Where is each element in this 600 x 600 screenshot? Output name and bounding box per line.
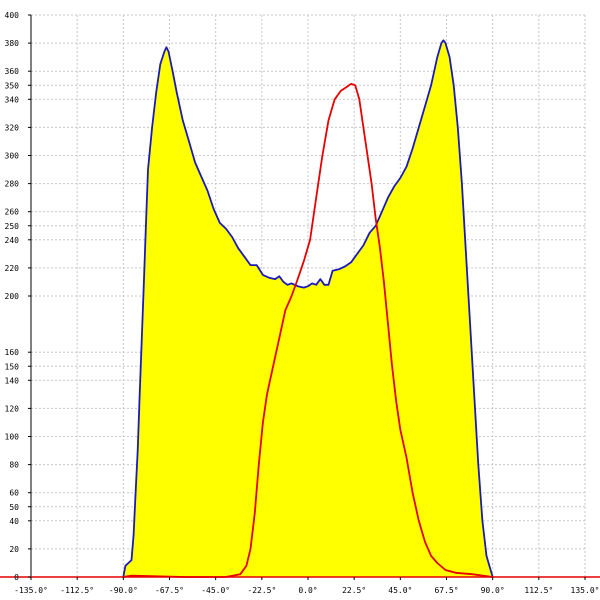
y-tick-label: 280 xyxy=(5,180,20,189)
series-0-line xyxy=(122,39,494,578)
y-tick-label: 80 xyxy=(9,461,19,470)
y-tick-label: 260 xyxy=(5,208,20,217)
x-tick-label: -90.0° xyxy=(109,586,138,595)
y-tick-label: 360 xyxy=(5,67,20,76)
y-tick-label: 150 xyxy=(5,362,20,371)
x-tick-label: 112.5° xyxy=(524,586,553,595)
y-tick-label: 320 xyxy=(5,123,20,132)
y-tick-labels: 0 20 40 50 60 80 100 120 140 150 160 200 220 240 250 26… xyxy=(5,11,31,582)
y-tick-label: 140 xyxy=(5,376,20,385)
x-tick-label: -135.0° xyxy=(14,586,48,595)
y-tick-label: 60 xyxy=(9,489,19,498)
x-tick-label: -112.5° xyxy=(60,586,94,595)
y-tick-label: 20 xyxy=(9,545,19,554)
series-layer xyxy=(122,39,494,578)
y-tick-label: 380 xyxy=(5,39,20,48)
x-tick-label: 90.0° xyxy=(481,586,505,595)
y-tick-label: 340 xyxy=(5,95,20,104)
x-tick-label: 22.5° xyxy=(342,586,366,595)
x-tick-labels: -135.0° -112.5° -90.0° -67.5° -45.0° -22.5° 0.… xyxy=(14,577,599,595)
x-tick-label: -22.5° xyxy=(247,586,276,595)
y-tick-label: 220 xyxy=(5,264,20,273)
x-tick-label: 0.0° xyxy=(298,586,317,595)
y-tick-label: 50 xyxy=(9,503,19,512)
y-tick-label: 120 xyxy=(5,404,20,413)
y-tick-label: 350 xyxy=(5,81,20,90)
x-tick-label: -67.5° xyxy=(155,586,184,595)
y-tick-label: 0 xyxy=(14,573,19,582)
y-tick-label: 240 xyxy=(5,236,20,245)
x-tick-label: 67.5° xyxy=(434,586,458,595)
series-1-line xyxy=(123,82,493,578)
y-tick-label: 300 xyxy=(5,152,20,161)
x-tick-label: 135.0° xyxy=(571,586,600,595)
y-tick-label: 200 xyxy=(5,292,20,301)
y-tick-label: 400 xyxy=(5,11,20,20)
series-0-area xyxy=(123,40,493,578)
x-tick-label: 45.0° xyxy=(388,586,412,595)
y-tick-label: 160 xyxy=(5,348,20,357)
y-tick-label: 250 xyxy=(5,222,20,231)
y-tick-label: 40 xyxy=(9,517,19,526)
x-tick-label: -45.0° xyxy=(201,586,230,595)
y-tick-label: 100 xyxy=(5,433,20,442)
